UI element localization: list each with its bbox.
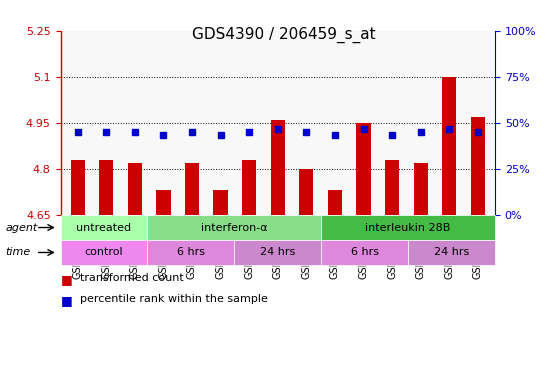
Bar: [442, 77, 456, 215]
Text: 6 hrs: 6 hrs: [177, 247, 205, 258]
Text: interferon-α: interferon-α: [201, 222, 268, 233]
Bar: [185, 163, 199, 215]
Text: 6 hrs: 6 hrs: [351, 247, 378, 258]
Text: agent: agent: [6, 222, 38, 233]
Text: control: control: [85, 247, 123, 258]
Bar: [242, 160, 256, 215]
Bar: [271, 120, 285, 215]
Bar: [128, 163, 142, 215]
Text: time: time: [6, 247, 31, 258]
Bar: [70, 160, 85, 215]
Bar: [328, 190, 342, 215]
Bar: [471, 117, 485, 215]
Text: percentile rank within the sample: percentile rank within the sample: [80, 294, 268, 304]
Bar: [299, 169, 314, 215]
Bar: [414, 163, 428, 215]
Text: 24 hrs: 24 hrs: [434, 247, 469, 258]
Bar: [356, 123, 371, 215]
Text: ■: ■: [60, 273, 72, 286]
Bar: [99, 160, 113, 215]
Text: GDS4390 / 206459_s_at: GDS4390 / 206459_s_at: [192, 27, 376, 43]
Text: 24 hrs: 24 hrs: [260, 247, 295, 258]
Text: ■: ■: [60, 294, 72, 307]
Text: interleukin 28B: interleukin 28B: [365, 222, 451, 233]
Text: untreated: untreated: [76, 222, 131, 233]
Bar: [385, 160, 399, 215]
Text: transformed count: transformed count: [80, 273, 184, 283]
Bar: [213, 190, 228, 215]
Bar: [156, 190, 170, 215]
